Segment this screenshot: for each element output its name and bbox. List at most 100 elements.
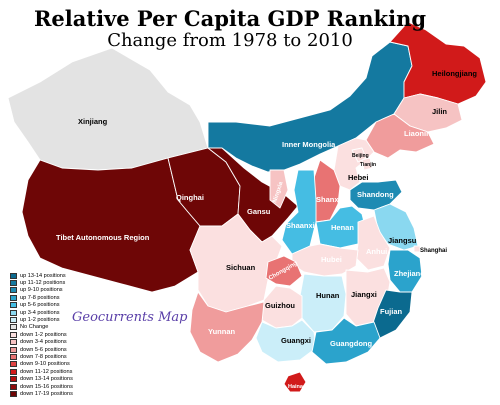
legend-item: down 11-12 positions bbox=[10, 368, 82, 375]
legend-swatch bbox=[10, 339, 17, 346]
legend-swatch bbox=[10, 368, 17, 375]
province-anhui bbox=[355, 215, 391, 271]
legend-label: up 7-8 positions bbox=[20, 294, 60, 301]
legend-item: down 17-19 positions bbox=[10, 390, 82, 397]
legend-item: No Change bbox=[10, 324, 82, 331]
legend-item: down 7-8 positions bbox=[10, 353, 82, 360]
legend-swatch bbox=[10, 280, 17, 287]
label-qinghai: Qinghai bbox=[176, 193, 204, 202]
legend-label: down 7-8 positions bbox=[20, 353, 67, 360]
legend-swatch bbox=[10, 390, 17, 397]
province-fujian bbox=[371, 289, 413, 339]
legend-label: up 9-10 positions bbox=[20, 287, 63, 294]
label-guangxi: Guangxi bbox=[281, 336, 311, 345]
label-tibet: Tibet Autonomous Region bbox=[56, 233, 150, 242]
label-yunnan: Yunnan bbox=[208, 327, 236, 336]
province-tianjin bbox=[361, 157, 373, 171]
label-gansu: Gansu bbox=[247, 207, 271, 216]
label-guizhou: Guizhou bbox=[265, 301, 295, 310]
label-jiangxi: Jiangxi bbox=[351, 290, 377, 299]
legend-swatch bbox=[10, 317, 17, 324]
legend-swatch bbox=[10, 272, 17, 279]
legend-swatch bbox=[10, 309, 17, 316]
province-ningxia bbox=[269, 169, 289, 209]
label-beijing: Beijing bbox=[352, 153, 369, 159]
province-hubei bbox=[291, 243, 359, 277]
label-hebei: Hebei bbox=[348, 173, 368, 182]
map-title: Relative Per Capita GDP Ranking bbox=[33, 6, 427, 31]
legend-item: down 1-2 positions bbox=[10, 331, 82, 338]
legend-swatch bbox=[10, 383, 17, 390]
label-inner-mongolia: Inner Mongolia bbox=[282, 140, 336, 149]
legend-label: down 17-19 positions bbox=[20, 390, 73, 397]
map-credit: Geocurrents Map bbox=[72, 310, 188, 325]
legend-item: down 3-4 positions bbox=[10, 339, 82, 346]
label-shandong: Shandong bbox=[357, 190, 394, 199]
label-heilongjiang: Heilongjiang bbox=[432, 69, 477, 78]
legend-item: down 13-14 positions bbox=[10, 375, 82, 383]
legend-swatch bbox=[10, 294, 17, 301]
legend-item: up 7-8 positions bbox=[10, 294, 82, 301]
province-xinjiang bbox=[7, 47, 209, 171]
legend-label: up 1-2 positions bbox=[20, 317, 60, 324]
label-shanxi: Shanxi bbox=[316, 195, 341, 204]
label-anhui: Anhui bbox=[366, 247, 387, 256]
legend-swatch bbox=[10, 346, 17, 353]
label-shaanxi: Shaanxi bbox=[286, 221, 315, 230]
legend-label: down 5-6 positions bbox=[20, 346, 67, 353]
province-sichuan bbox=[189, 213, 283, 313]
legend-item: up 5-6 positions bbox=[10, 302, 82, 309]
province-tibet bbox=[21, 157, 201, 293]
province-gansu bbox=[207, 147, 299, 243]
legend-item: up 11-12 positions bbox=[10, 279, 82, 287]
legend-item: up 9-10 positions bbox=[10, 287, 82, 294]
legend-swatch bbox=[10, 331, 17, 338]
legend-label: up 3-4 positions bbox=[20, 309, 60, 316]
label-xinjiang: Xinjiang bbox=[78, 117, 108, 126]
label-shanghai: Shanghai bbox=[420, 248, 447, 254]
label-jiangsu: Jiangsu bbox=[388, 236, 417, 245]
province-chongqing bbox=[265, 255, 303, 287]
legend-item: down 15-16 positions bbox=[10, 383, 82, 390]
label-tianjin: Tianjin bbox=[360, 162, 376, 168]
label-liaoning: Liaoning bbox=[404, 129, 436, 138]
legend-item: up 1-2 positions bbox=[10, 316, 82, 324]
province-yunnan bbox=[189, 291, 265, 363]
legend-item: up 3-4 positions bbox=[10, 309, 82, 316]
legend-label: down 11-12 positions bbox=[20, 368, 73, 375]
label-fujian: Fujian bbox=[380, 307, 403, 316]
label-guangdong: Guangdong bbox=[330, 339, 372, 348]
province-beijing bbox=[351, 147, 367, 163]
legend-label: down 3-4 positions bbox=[20, 339, 67, 346]
legend-label: up 5-6 positions bbox=[20, 302, 60, 309]
label-henan: Henan bbox=[331, 223, 354, 232]
legend-label: down 15-16 positions bbox=[20, 383, 73, 390]
province-hainan bbox=[283, 371, 307, 393]
legend-label: up 11-12 positions bbox=[20, 280, 66, 287]
label-hubei: Hubei bbox=[321, 255, 342, 264]
legend-label: down 9-10 positions bbox=[20, 361, 70, 368]
legend-item: down 9-10 positions bbox=[10, 361, 82, 368]
legend-swatch bbox=[10, 376, 17, 383]
label-hainan: Hainan bbox=[288, 384, 307, 390]
legend-label: down 13-14 positions bbox=[20, 376, 73, 383]
legend-item: down 5-6 positions bbox=[10, 346, 82, 353]
legend-swatch bbox=[10, 324, 17, 331]
province-shandong bbox=[349, 179, 403, 211]
province-heilongjiang bbox=[389, 21, 487, 105]
province-shanghai bbox=[413, 245, 421, 253]
legend-swatch bbox=[10, 302, 17, 309]
legend-label: down 1-2 positions bbox=[20, 331, 67, 338]
legend-item: up 13-14 positions bbox=[10, 272, 82, 279]
province-guangdong bbox=[311, 317, 381, 365]
legend-swatch bbox=[10, 361, 17, 368]
legend-label: up 13-14 positions bbox=[20, 272, 66, 279]
legend: up 13-14 positions up 11-12 positions up 9… bbox=[10, 272, 82, 398]
legend-swatch bbox=[10, 287, 17, 294]
province-guizhou bbox=[261, 285, 303, 329]
legend-label: No Change bbox=[20, 324, 49, 331]
label-sichuan: Sichuan bbox=[226, 263, 256, 272]
label-jilin: Jilin bbox=[432, 107, 447, 116]
